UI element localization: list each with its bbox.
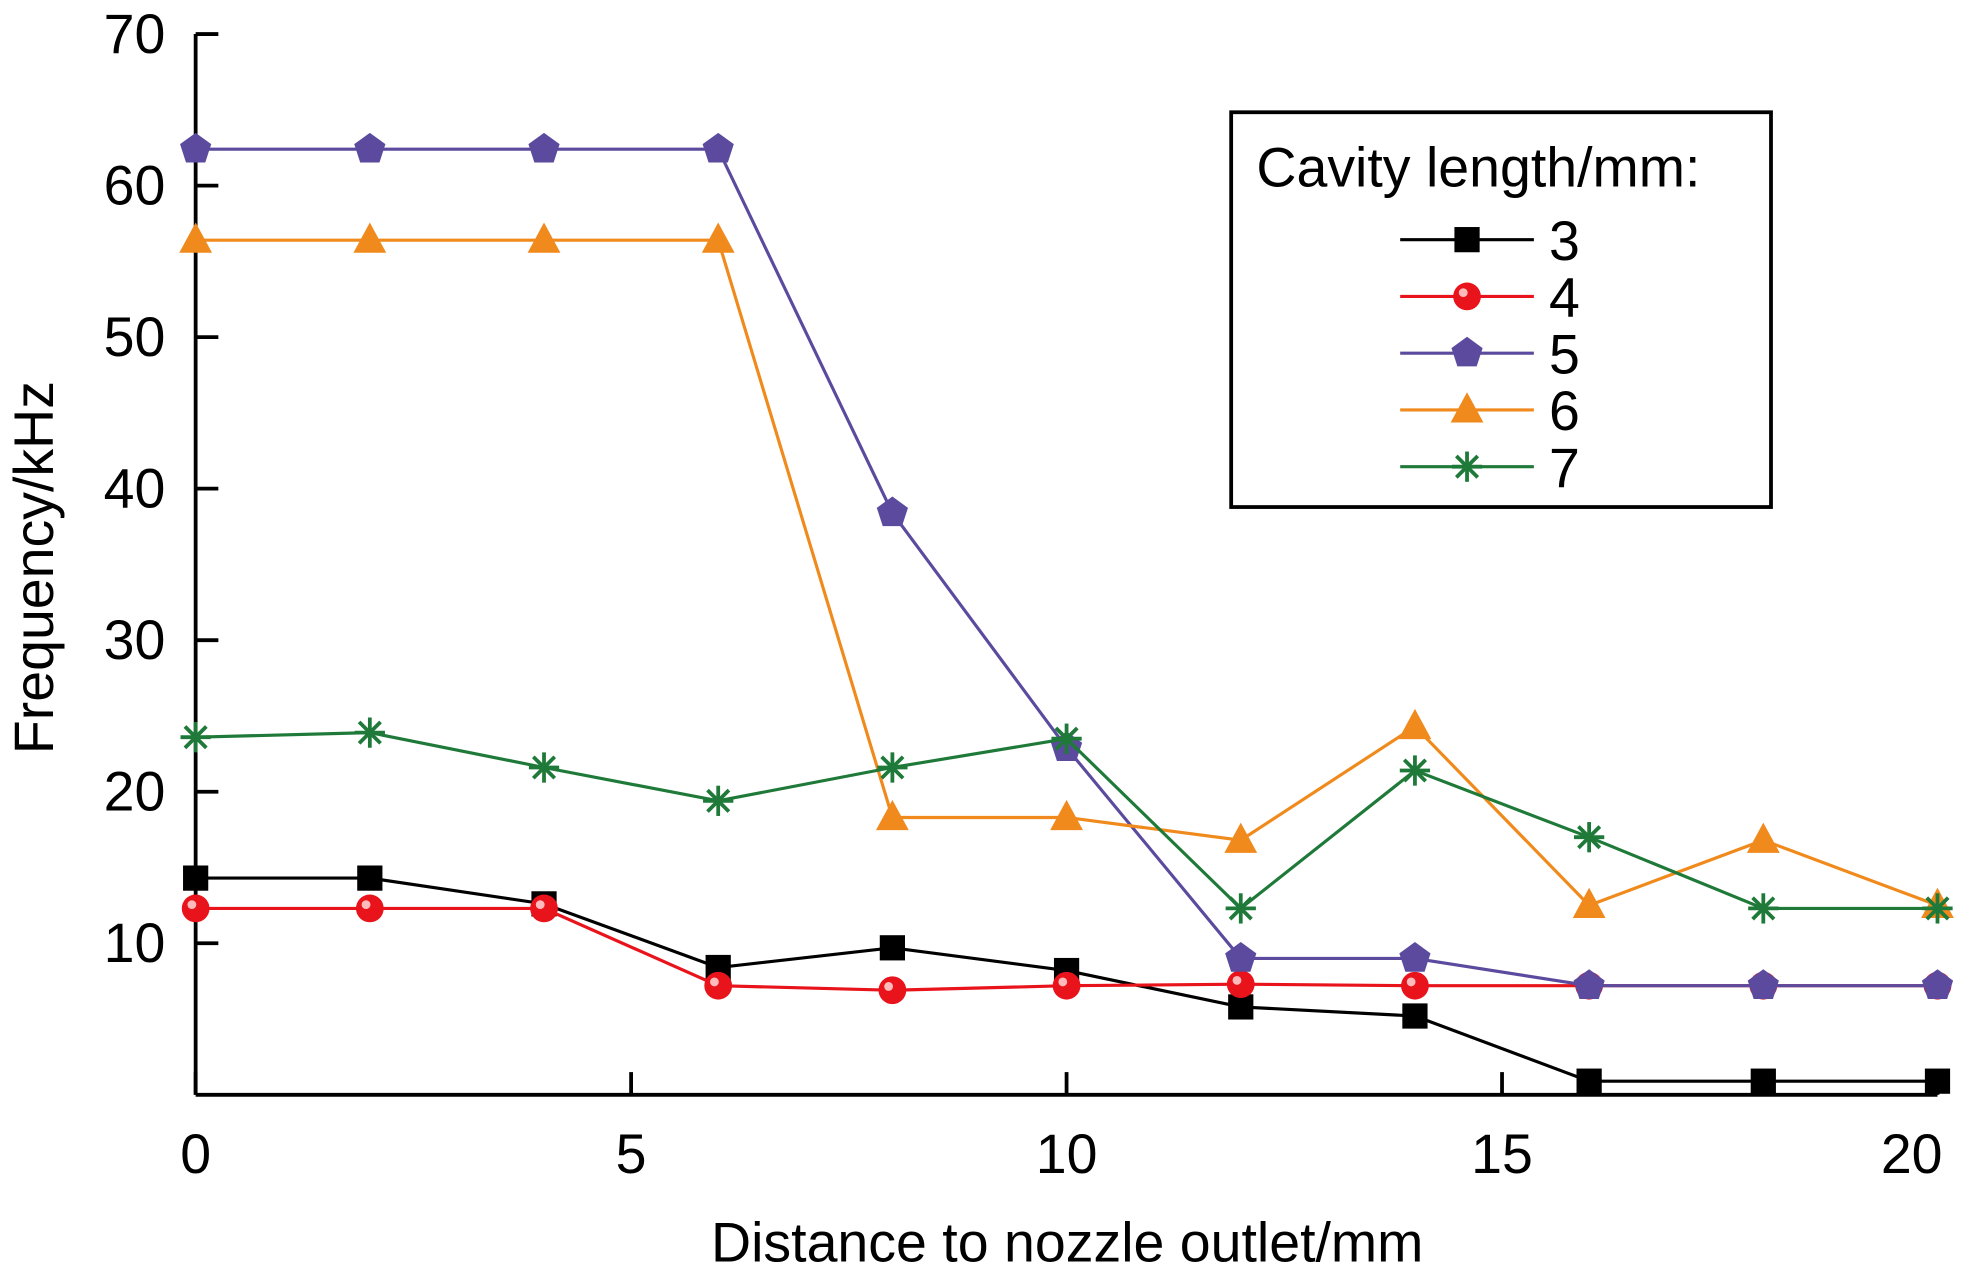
legend-box [1229, 110, 1773, 509]
x-tick-label: 20 [1881, 1123, 1943, 1185]
data-point [1050, 799, 1083, 831]
data-point [1576, 1068, 1602, 1094]
data-point [701, 222, 735, 253]
data-point [180, 132, 212, 163]
data-point [181, 894, 210, 923]
data-point [353, 222, 387, 253]
legend-label: 6 [1549, 380, 1580, 442]
plot-area [179, 132, 1954, 1094]
data-point [1924, 1068, 1951, 1094]
legend-label: 7 [1549, 437, 1580, 499]
data-point [1453, 282, 1481, 311]
data-point [703, 785, 734, 816]
data-point [527, 222, 561, 253]
y-axis-label: Frequency/kHz [3, 381, 65, 754]
legend-item-4: 4 [1400, 267, 1580, 329]
data-point [1573, 822, 1605, 853]
data-point [1454, 227, 1480, 253]
data-point [354, 717, 385, 748]
data-point [179, 222, 213, 253]
y-tick-label: 60 [104, 155, 166, 217]
legend-item-3: 3 [1400, 210, 1580, 272]
data-point [1399, 755, 1431, 786]
x-axis-label: Distance to nozzle outlet/mm [711, 1211, 1423, 1273]
y-tick-label: 20 [104, 761, 166, 823]
data-point [528, 752, 560, 783]
series-4 [181, 894, 1952, 1005]
data-point [1402, 1003, 1428, 1029]
legend-label: 4 [1549, 267, 1580, 329]
data-point [1225, 942, 1257, 972]
data-point [1226, 970, 1255, 999]
y-tick-label: 10 [104, 912, 166, 974]
data-point [355, 894, 384, 923]
data-point [1573, 969, 1605, 999]
y-tick-label: 70 [104, 3, 166, 65]
data-point [875, 799, 909, 831]
x-tick-label: 10 [1036, 1123, 1098, 1185]
legend-item-7: 7 [1400, 437, 1580, 499]
data-point [1450, 392, 1484, 423]
legend-item-6: 6 [1400, 380, 1580, 442]
data-point [1572, 887, 1606, 918]
data-point [1921, 969, 1954, 999]
data-point [876, 496, 908, 527]
data-point [354, 132, 386, 163]
series-3 [183, 865, 1951, 1094]
y-tick-label: 30 [104, 609, 166, 671]
data-point [879, 935, 905, 961]
data-point [183, 865, 209, 891]
data-point [528, 132, 560, 163]
series-7 [180, 717, 1953, 924]
data-point [357, 865, 383, 891]
data-point [1451, 336, 1483, 367]
legend-label: 5 [1549, 323, 1580, 385]
y-tick-label: 50 [104, 306, 166, 368]
data-point [180, 722, 211, 753]
axes: 10 20 30 40 50 60 70 0 5 10 15 20 [104, 3, 1943, 1185]
series-6 [179, 222, 1954, 918]
legend-item-5: 5 [1400, 323, 1580, 385]
data-point [1750, 1068, 1776, 1094]
data-point [877, 752, 908, 783]
legend-label: 3 [1549, 210, 1580, 272]
data-point [878, 976, 907, 1005]
data-point [1051, 723, 1082, 754]
y-tick-label: 40 [104, 458, 166, 520]
data-point [1922, 893, 1953, 924]
data-point [1401, 971, 1429, 1000]
data-point [704, 971, 733, 1000]
data-point [1228, 994, 1254, 1020]
x-tick-label: 15 [1471, 1123, 1533, 1185]
data-point [1052, 971, 1081, 1000]
data-point [1747, 969, 1779, 999]
data-point [1225, 893, 1256, 924]
data-point [1224, 822, 1258, 853]
data-point [1399, 942, 1431, 972]
x-tick-label: 0 [180, 1123, 211, 1185]
data-point [1451, 451, 1483, 482]
data-point [1746, 822, 1780, 853]
data-point [1398, 708, 1432, 740]
data-point [702, 132, 734, 163]
legend-title: Cavity length/mm: [1256, 137, 1700, 199]
data-point [1748, 893, 1779, 924]
x-tick-label: 5 [616, 1123, 647, 1185]
data-point [530, 894, 558, 923]
